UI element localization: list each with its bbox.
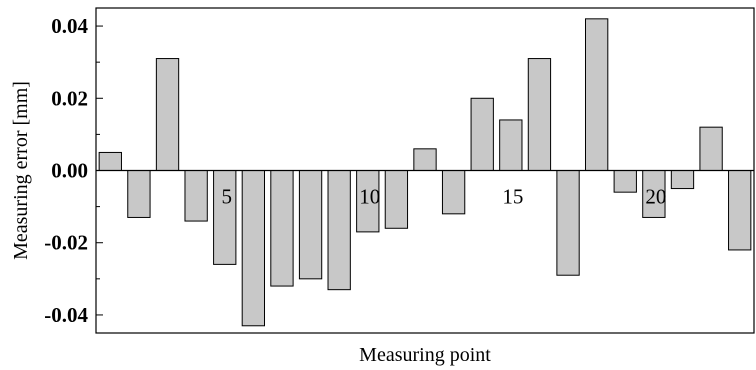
bar-4 [184, 170, 208, 222]
x-tick-label: 5 [221, 185, 232, 209]
bar-15 [499, 119, 523, 171]
x-tick-label: 20 [645, 185, 666, 209]
bar-21 [670, 170, 695, 190]
x-tick-label: 10 [359, 185, 380, 209]
bars-group [98, 18, 752, 327]
y-tick-label: -0.02 [44, 231, 88, 255]
bar-1 [98, 151, 122, 171]
x-axis-title: Measuring point [359, 344, 491, 366]
bar-11 [384, 170, 409, 229]
y-axis: -0.04 -0.02 0.00 0.02 0.04 [44, 14, 103, 327]
bar-9 [327, 170, 351, 291]
y-tick-label: -0.04 [44, 303, 88, 327]
bar-19 [613, 170, 637, 193]
bar-2 [127, 170, 151, 218]
x-axis-tick-labels: 5 10 15 20 [221, 185, 666, 209]
bar-23 [728, 170, 752, 251]
bar-22 [699, 126, 723, 171]
y-tick-label: 0.00 [51, 159, 88, 183]
y-axis-title: Measuring error [mm] [10, 81, 32, 260]
bar-6 [241, 170, 266, 327]
x-tick-label: 15 [502, 185, 523, 209]
bar-13 [441, 170, 466, 215]
bar-18 [584, 18, 609, 172]
bar-12 [413, 148, 437, 171]
bar-16 [527, 58, 552, 171]
bar-3 [155, 58, 180, 171]
y-tick-label: 0.04 [51, 14, 88, 38]
bar-17 [556, 170, 580, 276]
bar-7 [270, 170, 294, 287]
y-tick-label: 0.02 [51, 86, 88, 110]
bar-8 [298, 170, 323, 280]
bar-14 [470, 97, 494, 171]
